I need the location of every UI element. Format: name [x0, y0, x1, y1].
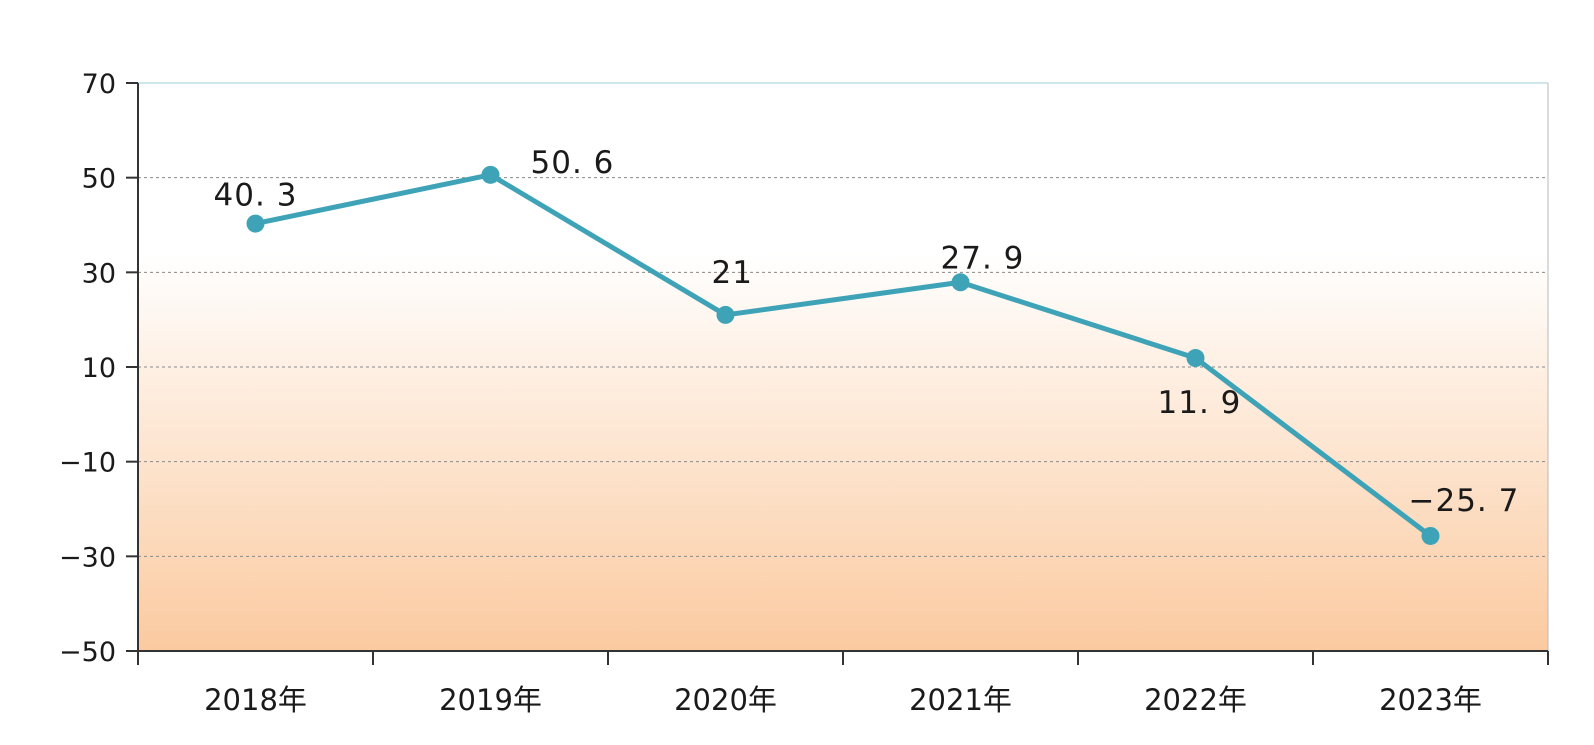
x-tick-label: 2020年 [674, 683, 777, 717]
data-point [951, 273, 970, 292]
axes [126, 82, 1549, 665]
series [246, 165, 1440, 545]
y-tick-label: 70 [82, 69, 116, 100]
y-tick-label: 10 [82, 353, 116, 384]
data-label: 50. 6 [531, 145, 615, 181]
x-tick-label: 2021年 [909, 683, 1012, 717]
y-tick-label: 50 [82, 164, 116, 195]
y-tick-label: −30 [59, 542, 116, 573]
data-label: −25. 7 [1409, 483, 1520, 519]
data-labels: 40. 3 50. 6 21 27. 9 11. 9 −25. 7 [214, 145, 1520, 519]
data-point [1421, 526, 1440, 545]
data-label: 21 [712, 255, 753, 291]
data-label: 40. 3 [214, 178, 298, 214]
series-line [254, 172, 1433, 538]
data-point [1186, 349, 1205, 368]
data-label: 11. 9 [1158, 385, 1242, 421]
y-axis-tick-labels: 70 50 30 10 −10 −30 −50 [59, 69, 116, 668]
y-tick-label: −50 [59, 637, 116, 668]
y-tick-label: −10 [59, 448, 116, 479]
data-point [246, 214, 265, 233]
x-tick-label: 2022年 [1144, 683, 1247, 717]
data-point [481, 165, 500, 184]
y-tick-label: 30 [82, 258, 116, 289]
x-tick-label: 2023年 [1379, 683, 1482, 717]
x-axis-tick-labels: 2018年 2019年 2020年 2021年 2022年 2023年 [204, 683, 1482, 717]
x-tick-label: 2019年 [439, 683, 542, 717]
data-label: 27. 9 [941, 240, 1025, 276]
x-tick-label: 2018年 [204, 683, 307, 717]
data-point [716, 305, 735, 324]
